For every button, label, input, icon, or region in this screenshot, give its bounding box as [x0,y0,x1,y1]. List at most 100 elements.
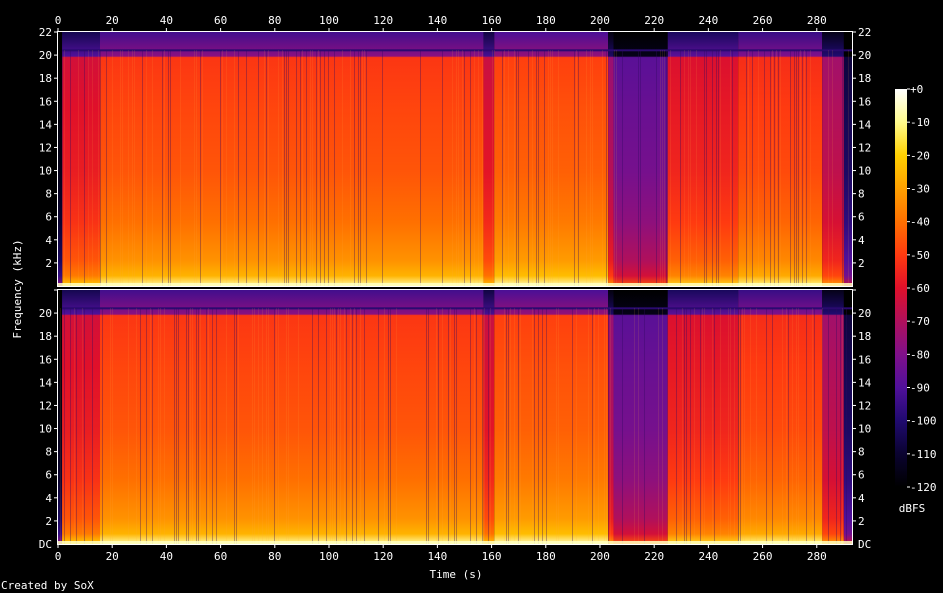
y-tick-label: 18 [858,330,871,343]
texture-streak [662,50,663,286]
cutoff-band [608,49,614,52]
texture-streak [606,50,607,286]
y-tick-label: 6 [858,211,865,224]
texture-streak [594,308,595,544]
texture-streak [704,308,705,544]
texture-streak [366,50,367,286]
texture-streak [670,50,671,286]
texture-streak [306,50,307,286]
spectrogram-segment [494,32,609,286]
texture-streak [62,50,63,286]
texture-streak [234,50,235,286]
x-tick-label: 180 [536,14,556,27]
texture-streak [508,308,509,544]
texture-streak [458,50,459,286]
texture-streak [128,308,129,544]
y-tick-label: 6 [45,469,52,482]
texture-streak [680,50,681,286]
y-tick-label: 4 [858,492,865,505]
texture-streak [538,308,539,544]
texture-streak [64,308,65,544]
texture-streak [340,308,341,544]
texture-streak [88,50,89,286]
texture-streak [298,308,299,544]
spectrogram-segment [667,290,739,544]
texture-streak [300,50,301,286]
texture-streak [142,50,143,286]
texture-streak [64,50,65,286]
x-tick-label: 280 [807,14,827,27]
x-tick-label: 80 [268,14,281,27]
texture-streak [748,50,749,286]
texture-streak [194,50,195,286]
texture-streak [212,308,213,544]
texture-streak [764,50,765,286]
texture-streak [312,50,313,286]
texture-streak [164,308,165,544]
cutoff-band [738,307,823,310]
texture-streak [200,50,201,286]
spectrogram-segment [667,32,739,286]
texture-streak [178,308,179,544]
y-tick-label: 16 [858,353,871,366]
texture-streak [288,308,289,544]
texture-streak [70,308,71,544]
texture-streak [720,308,721,544]
texture-streak [538,50,539,286]
texture-streak [694,308,695,544]
texture-streak [770,50,771,286]
texture-streak [532,50,533,286]
colorbar-tick-label: -110 [910,448,937,461]
texture-streak [638,50,639,286]
texture-streak [634,308,635,544]
x-tick-label: 180 [536,550,556,563]
texture-streak [470,308,471,544]
texture-streak [588,308,589,544]
texture-streak [84,308,85,544]
texture-streak [364,308,365,544]
texture-streak [836,308,837,544]
texture-streak [794,50,795,286]
texture-streak [696,50,697,286]
spectrogram-segment [58,290,63,544]
x-tick-label: 200 [590,14,610,27]
texture-streak [152,50,153,286]
texture-streak [202,50,203,286]
texture-streak [796,308,797,544]
y-tick-label: 16 [39,95,52,108]
texture-streak [774,50,775,286]
y-tick-label: 18 [39,330,52,343]
y-tick-label: 22 [858,26,871,39]
x-tick-label: 40 [160,14,173,27]
spectrogram-segment [738,290,823,544]
colorbar-tick-label: -70 [910,315,930,328]
texture-streak [318,50,319,286]
texture-streak [544,50,545,286]
x-tick-label: 100 [319,550,339,563]
texture-streak [438,308,439,544]
texture-streak [840,308,841,544]
texture-streak [608,308,609,544]
x-axis-label: Time (s) [430,568,483,581]
x-tick-label: 140 [427,14,447,27]
y-tick-label: 12 [39,141,52,154]
texture-streak [482,308,483,544]
texture-streak [296,50,297,286]
texture-streak [828,50,829,286]
dc-band [58,283,852,286]
x-tick-label: 240 [698,14,718,27]
texture-streak [676,308,677,544]
spectrogram-segment [483,290,495,544]
spectrogram-segment [738,32,823,286]
texture-streak [384,308,385,544]
texture-streak [520,308,521,544]
texture-streak [284,50,285,286]
texture-streak [702,308,703,544]
cutoff-band [667,49,739,52]
texture-streak [208,308,209,544]
texture-streak [336,308,337,544]
y-tick-label: 8 [45,188,52,201]
texture-streak [288,50,289,286]
